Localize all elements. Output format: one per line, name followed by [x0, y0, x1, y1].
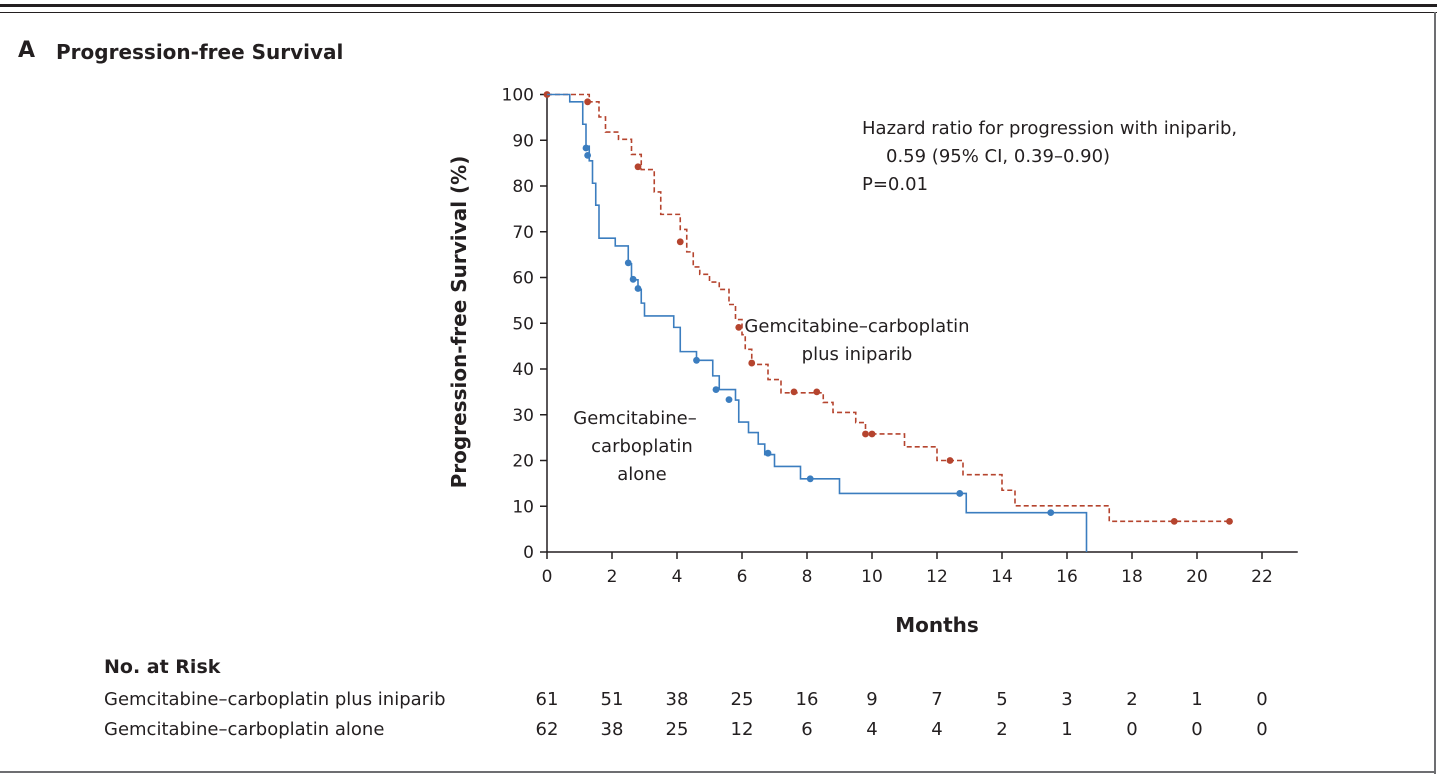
iniparib-censor-mark	[1170, 517, 1178, 525]
y-tick-label: 70	[512, 223, 534, 243]
alone-censor-mark	[712, 386, 720, 393]
y-tick-label: 20	[512, 452, 534, 472]
x-axis-title: Months	[895, 613, 979, 637]
risk-count-cell: 0	[1256, 719, 1268, 740]
iniparib-censor-mark	[868, 430, 876, 438]
risk-count-cell: 25	[730, 689, 754, 710]
x-tick-label: 8	[802, 567, 813, 587]
risk-count-cell: 25	[665, 719, 689, 740]
x-tick-label: 0	[542, 567, 553, 587]
risk-count-cell: 16	[795, 689, 819, 710]
hazard-ratio-line-1: Hazard ratio for progression with inipar…	[862, 118, 1237, 139]
risk-count-cell: 38	[665, 689, 689, 710]
frame-top-rule	[0, 4, 1437, 7]
x-tick-label: 2	[607, 567, 618, 587]
y-axis-title: Progression-free Survival (%)	[447, 156, 471, 489]
iniparib-censor-mark	[748, 359, 756, 367]
alone-censor-mark	[725, 396, 733, 404]
x-tick-label: 20	[1186, 567, 1208, 587]
alone-censor-mark	[634, 285, 642, 292]
risk-count-cell: 51	[600, 689, 624, 710]
x-tick-label: 18	[1121, 567, 1143, 587]
iniparib-censor-mark	[634, 163, 642, 171]
risk-count-cell: 2	[1126, 689, 1138, 710]
y-tick-label: 100	[502, 86, 534, 106]
risk-count-cell: 2	[996, 719, 1008, 740]
risk-count-cell: 12	[730, 719, 754, 740]
x-tick-label: 14	[991, 567, 1013, 587]
x-tick-label: 10	[861, 567, 883, 587]
risk-count-cell: 3	[1061, 689, 1073, 710]
risk-count-cell: 61	[535, 689, 559, 710]
y-tick-label: 30	[512, 406, 534, 426]
x-tick-label: 22	[1251, 567, 1273, 587]
axes: 0 2 4 6 8 10 12 14 16 18 20 22 0 10 20 30 40 50 60 70 80 90 10…	[502, 86, 1298, 587]
panel-letter: A	[18, 38, 36, 63]
alone-censor-mark	[1047, 509, 1055, 517]
alone-censor-mark	[629, 275, 637, 283]
alone-censor-mark	[956, 490, 964, 497]
iniparib-series-label-line-2: plus iniparib	[802, 344, 913, 365]
series-layer	[543, 91, 1233, 552]
risk-count-cell: 1	[1061, 719, 1073, 740]
alone-censor-mark	[693, 356, 700, 364]
risk-count-cell: 4	[866, 719, 878, 740]
x-tick-label: 12	[926, 567, 948, 587]
hazard-ratio-line-2: 0.59 (95% CI, 0.39–0.90)	[886, 146, 1110, 167]
x-tick-label: 16	[1056, 567, 1078, 587]
iniparib-censor-mark	[1226, 517, 1233, 525]
iniparib-censor-mark	[946, 457, 954, 464]
y-tick-label: 10	[512, 497, 534, 517]
alone-series-label-line-1: Gemcitabine–	[573, 408, 696, 429]
risk-row-label-iniparib: Gemcitabine–carboplatin plus iniparib	[104, 689, 446, 710]
iniparib-censor-mark	[584, 98, 592, 106]
iniparib-censor-mark	[676, 238, 684, 246]
x-tick-label: 6	[737, 567, 748, 587]
y-tick-label: 50	[512, 314, 534, 334]
risk-count-cell: 38	[600, 719, 624, 740]
risk-count-cell: 1	[1191, 689, 1203, 710]
y-tick-label: 0	[523, 543, 534, 563]
risk-count-cell: 7	[931, 689, 943, 710]
x-tick-label: 4	[672, 567, 683, 587]
y-tick-label: 80	[512, 177, 534, 197]
iniparib-censor-mark	[790, 388, 798, 396]
risk-row-label-alone: Gemcitabine–carboplatin alone	[104, 719, 385, 740]
alone-censor-mark	[624, 259, 632, 267]
risk-count-cell: 4	[931, 719, 943, 740]
frame-right-border	[1434, 12, 1436, 774]
alone-censor-mark	[584, 151, 592, 159]
alone-series-label-line-3: alone	[617, 464, 667, 485]
panel-title: Progression-free Survival	[56, 40, 344, 64]
iniparib-series-label-line-1: Gemcitabine–carboplatin	[744, 316, 969, 337]
y-tick-label: 40	[512, 360, 534, 380]
alone-survival-curve	[547, 93, 1088, 552]
risk-count-cell: 0	[1126, 719, 1138, 740]
alone-censor-mark	[582, 144, 590, 152]
alone-series-label-line-2: carboplatin	[591, 436, 693, 457]
iniparib-censor-mark	[813, 388, 821, 396]
risk-count-cell: 9	[866, 689, 878, 710]
frame-top-thin-rule	[0, 12, 1437, 13]
y-tick-label: 90	[512, 131, 534, 151]
risk-count-cell: 0	[1191, 719, 1203, 740]
alone-censor-mark	[764, 449, 772, 457]
risk-count-cell: 62	[535, 719, 559, 740]
iniparib-censor-mark	[862, 430, 869, 438]
risk-count-cell: 6	[801, 719, 813, 740]
frame-bottom-border	[0, 771, 1436, 773]
alone-censor-mark	[806, 475, 814, 483]
risk-table-title: No. at Risk	[104, 656, 221, 678]
p-value: P=0.01	[862, 174, 928, 195]
iniparib-censor-mark	[735, 323, 743, 331]
risk-count-cell: 5	[996, 689, 1008, 710]
y-tick-label: 60	[512, 269, 534, 289]
risk-count-cell: 0	[1256, 689, 1268, 710]
